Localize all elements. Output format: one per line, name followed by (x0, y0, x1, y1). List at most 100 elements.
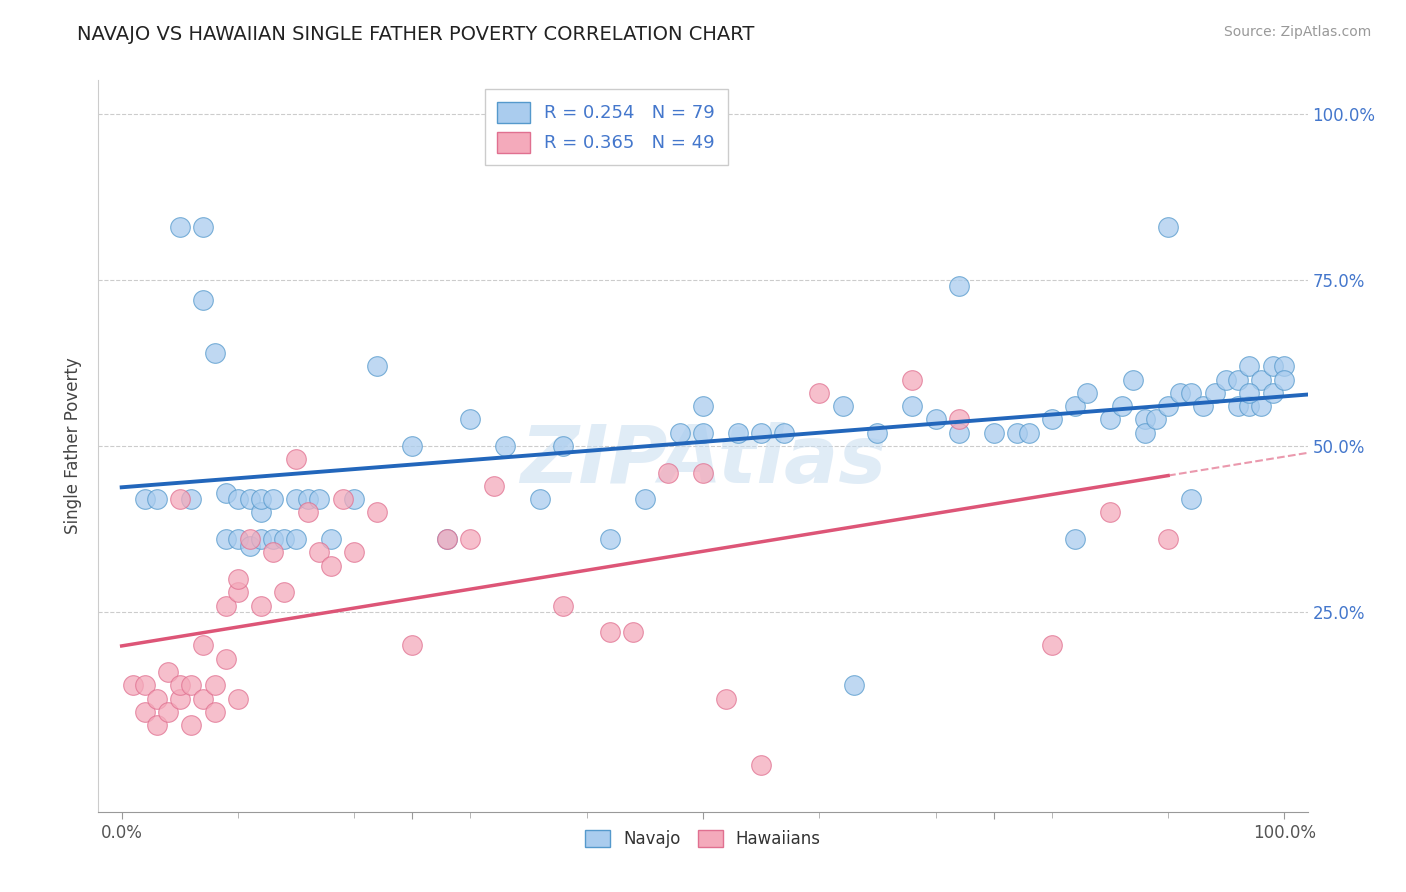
Point (436, 532, 458, 546)
Point (250, 532, 273, 546)
Point (773, 425, 796, 440)
Point (1133, 425, 1156, 440)
Point (460, 532, 482, 546)
Point (1226, 372, 1249, 386)
Point (866, 425, 889, 440)
Point (599, 625, 621, 640)
Point (169, 492, 191, 507)
Point (226, 585, 249, 599)
Point (1064, 399, 1087, 413)
Point (1215, 372, 1237, 386)
Point (1064, 532, 1087, 546)
Point (1133, 412, 1156, 426)
Point (180, 492, 202, 507)
Point (191, 639, 214, 653)
Point (1168, 385, 1191, 400)
Point (1250, 372, 1272, 386)
Point (1239, 359, 1261, 374)
Point (749, 758, 772, 772)
Point (1157, 219, 1180, 234)
Point (332, 492, 354, 507)
Point (436, 532, 458, 546)
Point (191, 691, 214, 706)
Point (831, 399, 853, 413)
Point (1180, 385, 1202, 400)
Point (297, 492, 319, 507)
Point (1157, 399, 1180, 413)
Point (204, 705, 226, 719)
Point (1040, 639, 1063, 653)
Point (308, 492, 330, 507)
Point (1076, 385, 1098, 400)
Point (1204, 385, 1226, 400)
Point (366, 506, 388, 520)
Point (692, 399, 714, 413)
Point (169, 691, 191, 706)
Point (668, 425, 690, 440)
Text: NAVAJO VS HAWAIIAN SINGLE FATHER POVERTY CORRELATION CHART: NAVAJO VS HAWAIIAN SINGLE FATHER POVERTY… (77, 25, 755, 44)
Point (1261, 385, 1284, 400)
Point (1157, 532, 1180, 546)
Point (215, 485, 238, 500)
Point (482, 479, 505, 493)
Point (157, 705, 180, 719)
Point (621, 625, 644, 640)
Point (1272, 359, 1295, 374)
Point (634, 492, 657, 507)
Point (901, 399, 924, 413)
Point (226, 691, 249, 706)
Point (494, 439, 516, 453)
Point (553, 599, 575, 613)
Point (273, 585, 295, 599)
Point (1122, 372, 1144, 386)
Text: Source: ZipAtlas.com: Source: ZipAtlas.com (1223, 25, 1371, 39)
Point (1226, 399, 1249, 413)
Point (250, 506, 273, 520)
Point (145, 691, 167, 706)
Point (157, 665, 180, 679)
Point (239, 532, 262, 546)
Point (226, 572, 249, 586)
Point (145, 492, 167, 507)
Point (983, 425, 1005, 440)
Point (924, 412, 946, 426)
Point (599, 532, 621, 546)
Point (319, 558, 342, 573)
Point (1261, 359, 1284, 374)
Point (285, 452, 308, 467)
Point (1040, 412, 1063, 426)
Point (169, 678, 191, 692)
Point (1111, 399, 1133, 413)
Point (285, 532, 308, 546)
Point (191, 219, 214, 234)
Point (1250, 399, 1272, 413)
Point (1239, 385, 1261, 400)
Point (727, 425, 749, 440)
Point (1098, 506, 1121, 520)
Point (215, 599, 238, 613)
Point (1005, 425, 1028, 440)
Point (460, 412, 482, 426)
Point (716, 691, 738, 706)
Point (250, 492, 273, 507)
Point (226, 532, 249, 546)
Point (134, 492, 156, 507)
Point (134, 678, 156, 692)
Point (1018, 425, 1040, 440)
Point (319, 532, 342, 546)
Point (948, 279, 970, 293)
Text: ZIPAtlas: ZIPAtlas (520, 422, 886, 500)
Point (1272, 372, 1295, 386)
Point (948, 412, 970, 426)
Point (297, 506, 319, 520)
Point (215, 652, 238, 666)
Point (808, 385, 831, 400)
Point (401, 439, 423, 453)
Point (844, 678, 866, 692)
Point (366, 359, 388, 374)
Point (529, 492, 551, 507)
Point (239, 492, 262, 507)
Legend: Navajo, Hawaiians: Navajo, Hawaiians (578, 823, 828, 855)
Point (262, 532, 284, 546)
Point (401, 639, 423, 653)
